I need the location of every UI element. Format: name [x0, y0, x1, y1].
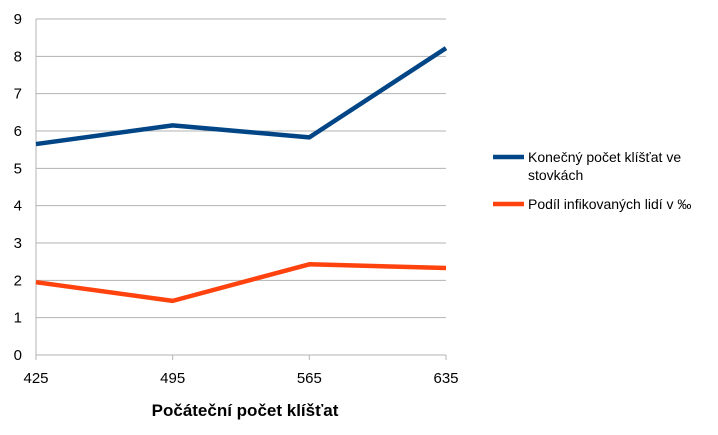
- y-tick-label: 7: [14, 86, 22, 103]
- x-tick-label: 495: [160, 370, 185, 387]
- y-tick-label: 8: [14, 48, 22, 65]
- series-line-2: [35, 262, 447, 304]
- legend-label: Konečný počet klíšťat ve: [528, 149, 681, 165]
- legend-label: stovkách: [528, 167, 583, 183]
- y-tick-label: 0: [14, 347, 22, 364]
- x-tick-label: 565: [297, 370, 322, 387]
- x-tick-label: 635: [433, 370, 458, 387]
- x-tick-label: 425: [23, 370, 48, 387]
- series-lines: [35, 46, 448, 304]
- y-axis-ticks: 0 1 2 3 4 5 6 7 8 9: [14, 11, 22, 364]
- legend: Konečný počet klíšťat ve stovkách Podíl in…: [493, 149, 691, 212]
- y-tick-label: 5: [14, 160, 22, 177]
- x-axis-ticks: 425 495 565 635: [23, 370, 458, 387]
- x-axis-title: Počáteční počet klíšťat: [152, 401, 339, 420]
- y-tick-label: 3: [14, 235, 22, 252]
- legend-label: Podíl infikovaných lidí v ‰: [528, 196, 691, 212]
- y-tick-label: 1: [14, 310, 22, 327]
- y-tick-label: 6: [14, 123, 22, 140]
- y-tick-label: 4: [14, 198, 22, 215]
- gridlines: [35, 18, 447, 360]
- y-tick-label: 2: [14, 272, 22, 289]
- y-tick-label: 9: [14, 11, 22, 28]
- series-line-1: [35, 46, 448, 147]
